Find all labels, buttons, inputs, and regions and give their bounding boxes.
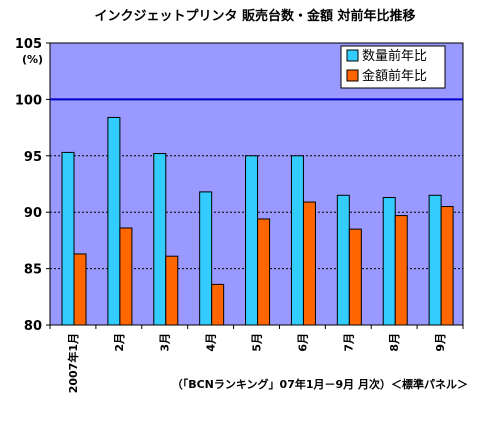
legend-label-quantity: 数量前年比 [362, 48, 427, 64]
x-tick-label: 7月 [342, 333, 355, 352]
y-tick-label: 85 [24, 263, 42, 278]
y-tick-label: 90 [24, 206, 42, 221]
y-tick-label: 105 [15, 37, 42, 52]
bar-quantity-4 [245, 155, 259, 326]
source-note: （「BCNランキング」07年1月－9月 月次）＜標準パネル＞ [172, 377, 468, 391]
y-tick-label: 100 [15, 93, 42, 108]
x-tick-label: 2月 [113, 333, 126, 352]
x-tick-label: 4月 [205, 333, 218, 352]
bar-amount-7 [394, 215, 408, 326]
bar-amount-0 [73, 253, 87, 326]
bar-amount-6 [348, 228, 362, 326]
x-tick-label: 8月 [388, 333, 401, 352]
bar-amount-2 [165, 255, 179, 326]
x-tick-label: 9月 [434, 333, 447, 352]
bar-quantity-8 [428, 194, 442, 326]
y-axis-unit: (%) [22, 53, 43, 66]
bar-amount-5 [302, 201, 316, 326]
chart-title: インクジェットプリンタ 販売台数・金額 対前年比推移 [94, 8, 415, 24]
bar-quantity-1 [107, 116, 121, 326]
legend-swatch-amount [346, 69, 359, 82]
bar-quantity-3 [199, 191, 213, 326]
x-tick-label: 6月 [296, 333, 309, 352]
legend: 数量前年比 金額前年比 [340, 45, 446, 89]
bar-quantity-2 [153, 153, 167, 326]
legend-swatch-quantity [346, 49, 359, 62]
legend-label-amount: 金額前年比 [362, 68, 427, 84]
x-tick-label: 2007年1月 [66, 333, 80, 393]
x-tick-label: 3月 [159, 333, 172, 352]
y-tick-label: 80 [24, 319, 42, 334]
bar-amount-8 [440, 206, 454, 326]
bar-quantity-7 [382, 197, 396, 326]
x-tick-label: 5月 [251, 333, 264, 352]
bar-quantity-6 [336, 194, 350, 326]
bar-amount-3 [211, 283, 225, 326]
bar-amount-1 [119, 227, 133, 326]
bar-quantity-0 [61, 151, 75, 326]
y-tick-label: 95 [24, 150, 42, 165]
bar-quantity-5 [290, 155, 304, 326]
bar-amount-4 [257, 218, 271, 326]
